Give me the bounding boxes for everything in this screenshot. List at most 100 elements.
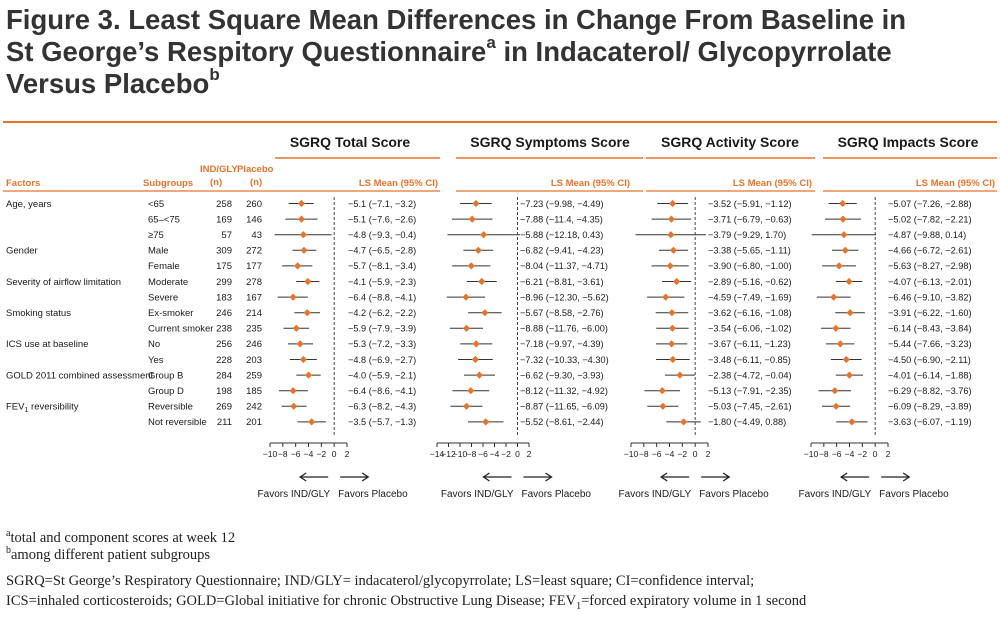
n-placebo: 201	[246, 417, 262, 428]
ls-mean-value: −8.04 (−11.37, −4.71)	[520, 261, 608, 271]
point-estimate-marker	[658, 387, 666, 395]
x-axis-tick-label: −4	[304, 449, 314, 459]
x-axis-tick-label: 2	[345, 449, 350, 459]
forest-panel: SGRQ Activity Score LS Mean (95% CI) −3.52…	[619, 134, 815, 500]
point-estimate-marker	[668, 324, 677, 332]
point-estimate-marker	[845, 277, 853, 286]
favors-right-arrowhead	[722, 472, 731, 482]
favors-right-arrowhead	[361, 472, 370, 482]
x-axis-tick-label: −2	[857, 449, 867, 459]
ls-mean-value: −3.79 (−9.29, 1.70)	[708, 230, 786, 240]
n-placebo: 203	[246, 355, 262, 366]
n-ind-gly: 309	[216, 246, 232, 257]
ls-mean-value: −5.67 (−8.58, −2.76)	[520, 308, 604, 318]
point-estimate-marker	[478, 277, 486, 286]
point-estimate-marker	[841, 246, 849, 254]
ls-mean-value: −4.8 (−6.9, −2.7)	[348, 355, 416, 365]
point-estimate-marker	[832, 324, 840, 332]
point-estimate-marker	[289, 293, 297, 301]
ls-mean-value: −5.03 (−7.45, −2.61)	[708, 402, 792, 412]
point-estimate-marker	[475, 371, 484, 379]
ls-mean-value: −3.38 (−5.65, −1.11)	[708, 246, 791, 256]
n-placebo: 185	[246, 386, 262, 397]
point-estimate-marker	[680, 418, 688, 426]
x-axis-tick-label: 2	[527, 449, 532, 459]
title-line-2-rest: in Indacaterol/ Glycopyrrolate	[495, 36, 892, 67]
point-estimate-marker	[303, 309, 311, 317]
factor-label: GOLD 2011 combined assessment	[6, 370, 154, 381]
n-ind-gly: 228	[216, 355, 232, 366]
n-ind-gly: 238	[216, 324, 232, 335]
point-estimate-marker	[667, 231, 675, 239]
x-axis-tick-label: 0	[332, 449, 337, 459]
x-axis-tick-label: −10	[453, 449, 468, 459]
ls-mean-value: −8.87 (−11.65, −6.09)	[520, 402, 608, 412]
subgroup-label: Current smoker	[148, 324, 213, 335]
point-estimate-marker	[308, 418, 316, 426]
x-axis-tick-label: −12	[441, 449, 456, 459]
x-axis-tick-label: 0	[873, 449, 878, 459]
ls-mean-value: −4.0 (−5.9, −2.1)	[348, 370, 416, 380]
ls-mean-value: −6.3 (−8.2, −4.3)	[348, 402, 416, 412]
n-ind-gly: 256	[216, 339, 232, 350]
ls-mean-header: LS Mean (95% CI)	[551, 178, 630, 189]
ls-mean-value: −6.82 (−9.41, −4.23)	[520, 246, 604, 256]
n-placebo: 246	[246, 339, 262, 350]
ls-mean-value: −6.4 (−8.8, −4.1)	[348, 292, 416, 302]
n-placebo: 259	[246, 370, 262, 381]
point-estimate-marker	[832, 402, 840, 410]
point-estimate-marker	[839, 215, 847, 223]
factor-label-text: Severity of airflow limitation	[6, 277, 121, 288]
n-ind-gly: 258	[216, 199, 232, 210]
panel-title: SGRQ Impacts Score	[838, 134, 979, 150]
ls-mean-value: −7.23 (−9.98, −4.49)	[520, 199, 604, 209]
subgroup-label: Ex-smoker	[148, 308, 193, 319]
ls-mean-value: −3.62 (−6.16, −1.08)	[708, 308, 792, 318]
ls-mean-value: −5.3 (−7.2, −3.3)	[348, 339, 416, 349]
abbreviations: SGRQ=St George’s Respiratory Questionnai…	[6, 571, 996, 617]
n-placebo: 146	[246, 214, 262, 225]
x-axis-tick-label: −8	[467, 449, 477, 459]
favors-ind-gly-label: Favors IND/GLY	[619, 489, 692, 500]
n-ind-gly: 175	[216, 261, 232, 272]
n-ind-gly: 169	[216, 214, 232, 225]
x-axis-tick-label: −4	[490, 449, 500, 459]
point-estimate-marker	[299, 231, 307, 239]
x-axis-tick-label: −2	[677, 449, 687, 459]
ind-gly-n-header: (n)	[210, 177, 222, 188]
ls-mean-value: −3.5 (−5.7, −1.3)	[348, 417, 416, 427]
footnote-a-text: total and component scores at week 12	[10, 529, 236, 546]
footnote-a: atotal and component scores at week 12	[6, 528, 235, 547]
favors-left-arrowhead	[839, 472, 848, 482]
ls-mean-value: −5.1 (−7.6, −2.6)	[348, 214, 416, 224]
factor-label: Severity of airflow limitation	[6, 277, 121, 288]
point-estimate-marker	[482, 418, 490, 426]
ls-mean-value: −4.66 (−6.72, −2.61)	[888, 246, 972, 256]
ls-mean-value: −3.63 (−6.07, −1.19)	[888, 417, 972, 427]
ls-mean-value: −8.12 (−11.32, −4.92)	[520, 386, 608, 396]
ls-mean-value: −4.59 (−7.49, −1.69)	[708, 292, 792, 302]
ls-mean-value: −3.67 (−6.11, −1.23)	[708, 339, 791, 349]
ls-mean-value: −6.62 (−9.30, −3.93)	[520, 370, 604, 380]
n-ind-gly: 269	[216, 402, 232, 413]
x-axis-tick-label: −4	[665, 449, 675, 459]
point-estimate-marker	[836, 340, 844, 348]
ls-mean-header: LS Mean (95% CI)	[733, 178, 812, 189]
ls-mean-value: −3.48 (−6.11, −0.85)	[708, 355, 791, 365]
favors-placebo-label: Favors Placebo	[338, 489, 408, 500]
point-estimate-marker	[666, 262, 674, 270]
x-axis-tick-label: −14	[430, 449, 445, 459]
ls-mean-value: −5.44 (−7.66, −3.23)	[888, 339, 972, 349]
forest-panel: SGRQ Total Score LS Mean (95% CI) −5.1 (−7…	[3, 134, 440, 500]
point-estimate-marker	[846, 309, 854, 317]
point-estimate-marker	[297, 215, 306, 223]
x-axis-tick-label: −2	[501, 449, 511, 459]
title-line-3: Versus Placebob	[6, 66, 906, 100]
panel-title: SGRQ Symptoms Score	[470, 134, 630, 150]
ind-gly-header: IND/GLY	[200, 164, 238, 175]
table-header: Factors Subgroups IND/GLY (n) Placebo (n…	[6, 164, 274, 189]
point-estimate-marker	[297, 199, 306, 208]
n-ind-gly: 211	[217, 417, 232, 428]
title-line-2: St George’s Respitory Questionnairea in …	[6, 34, 906, 68]
subgroup-label: Group B	[148, 370, 183, 381]
